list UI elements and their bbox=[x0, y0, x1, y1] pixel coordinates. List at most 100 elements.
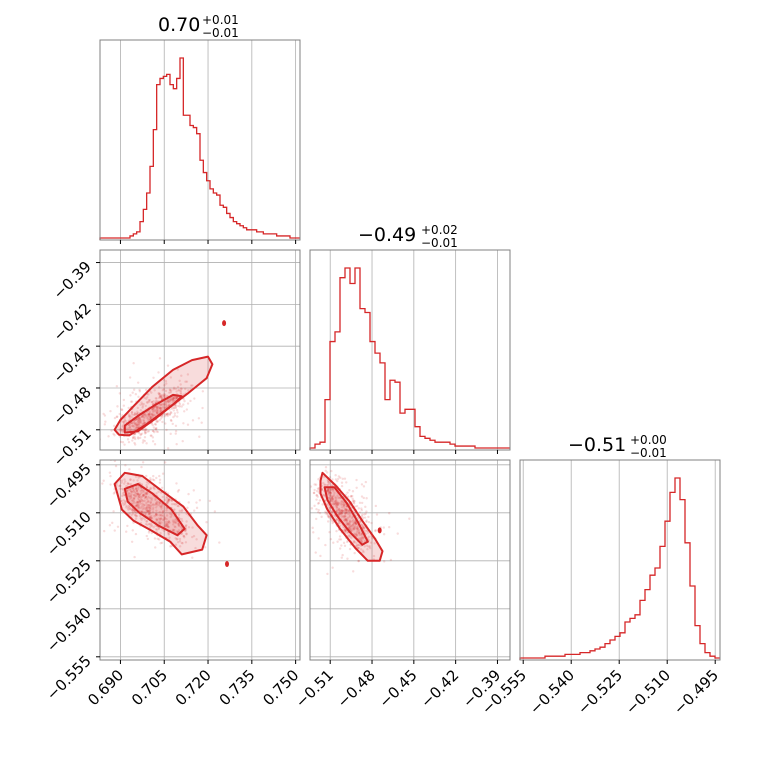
sample-point bbox=[174, 397, 178, 400]
sample-point bbox=[158, 406, 162, 409]
sample-point bbox=[135, 412, 139, 415]
sample-point bbox=[169, 545, 172, 548]
sample-point bbox=[182, 397, 185, 401]
sample-point bbox=[339, 476, 342, 479]
sample-point bbox=[103, 529, 106, 533]
sample-point bbox=[160, 514, 163, 517]
sample-point bbox=[152, 526, 156, 529]
sample-point bbox=[185, 533, 188, 536]
sample-point bbox=[157, 517, 161, 520]
sample-point bbox=[136, 506, 140, 509]
sample-point bbox=[159, 505, 162, 508]
sample-point bbox=[338, 538, 341, 541]
sample-point bbox=[151, 508, 155, 511]
sample-point bbox=[155, 509, 158, 512]
sample-point bbox=[169, 411, 172, 414]
sample-point bbox=[156, 409, 159, 412]
sample-point bbox=[357, 544, 360, 547]
sample-point bbox=[328, 491, 331, 494]
sample-point bbox=[149, 516, 153, 519]
sample-point bbox=[133, 422, 137, 425]
sample-point bbox=[179, 387, 183, 390]
sample-point bbox=[161, 495, 164, 499]
sample-point bbox=[180, 509, 184, 512]
sample-point bbox=[135, 514, 139, 518]
sample-point bbox=[109, 474, 112, 478]
sample-point bbox=[192, 489, 195, 492]
sample-point bbox=[150, 434, 153, 437]
sample-point bbox=[343, 477, 347, 480]
sample-point bbox=[135, 486, 138, 490]
sample-point bbox=[334, 478, 338, 481]
sample-point bbox=[359, 539, 363, 542]
sample-point bbox=[133, 441, 136, 445]
sample-point bbox=[155, 512, 158, 515]
sample-point bbox=[317, 491, 321, 494]
sample-point bbox=[159, 406, 162, 410]
sample-point bbox=[135, 423, 138, 427]
sample-point bbox=[160, 503, 164, 506]
sample-point bbox=[351, 528, 355, 531]
sample-point bbox=[138, 388, 141, 392]
sample-point bbox=[136, 494, 140, 497]
sample-point bbox=[176, 385, 180, 389]
sample-point bbox=[129, 478, 132, 481]
sample-point bbox=[327, 496, 331, 500]
histogram-step-2 bbox=[309, 267, 510, 450]
sample-point bbox=[352, 527, 356, 530]
sample-point bbox=[147, 510, 150, 513]
sample-point bbox=[174, 387, 177, 391]
sample-point bbox=[151, 436, 155, 439]
sample-point bbox=[163, 392, 166, 396]
sample-point bbox=[145, 520, 149, 523]
sample-point bbox=[156, 420, 159, 423]
sample-point bbox=[151, 424, 154, 427]
sample-point bbox=[297, 499, 299, 501]
sample-point bbox=[148, 510, 151, 514]
sample-point bbox=[313, 488, 316, 492]
sample-point bbox=[163, 461, 167, 464]
sample-point bbox=[150, 400, 154, 404]
sample-point bbox=[145, 534, 148, 538]
sample-point bbox=[156, 528, 159, 531]
title-param-1-minus: −0.01 bbox=[202, 26, 239, 40]
sample-point bbox=[135, 424, 138, 427]
sample-point bbox=[170, 419, 173, 423]
sample-point bbox=[149, 415, 152, 419]
sample-point bbox=[165, 518, 168, 521]
sample-point bbox=[328, 476, 332, 479]
sample-point bbox=[170, 411, 173, 414]
sample-point bbox=[135, 490, 139, 493]
sample-point bbox=[361, 525, 365, 528]
sample-point bbox=[158, 510, 161, 514]
sample-point bbox=[320, 515, 323, 519]
sample-point bbox=[143, 499, 146, 503]
sample-point bbox=[160, 521, 163, 524]
y-tick-label: −0.510 bbox=[43, 508, 95, 560]
sample-point bbox=[173, 406, 176, 410]
sample-point bbox=[324, 510, 327, 513]
sample-point bbox=[180, 532, 184, 535]
sample-point bbox=[120, 481, 123, 484]
sample-point bbox=[191, 556, 194, 559]
sample-point bbox=[146, 523, 149, 526]
sample-point bbox=[141, 507, 145, 511]
sample-point bbox=[178, 389, 181, 392]
sample-point bbox=[355, 526, 358, 529]
sample-point bbox=[138, 493, 142, 496]
sample-point bbox=[137, 501, 140, 504]
sample-point bbox=[343, 515, 346, 518]
sample-point bbox=[159, 491, 163, 494]
sample-point bbox=[342, 503, 345, 507]
sample-point bbox=[344, 518, 348, 521]
sample-point bbox=[128, 417, 132, 420]
sample-point bbox=[164, 522, 167, 526]
sample-point bbox=[344, 518, 347, 522]
sample-point bbox=[167, 531, 170, 534]
sample-point bbox=[360, 507, 363, 510]
sample-point bbox=[193, 509, 196, 512]
sample-point bbox=[345, 519, 348, 522]
sample-point bbox=[375, 513, 379, 516]
sample-point bbox=[134, 437, 137, 441]
sample-point bbox=[127, 505, 130, 508]
